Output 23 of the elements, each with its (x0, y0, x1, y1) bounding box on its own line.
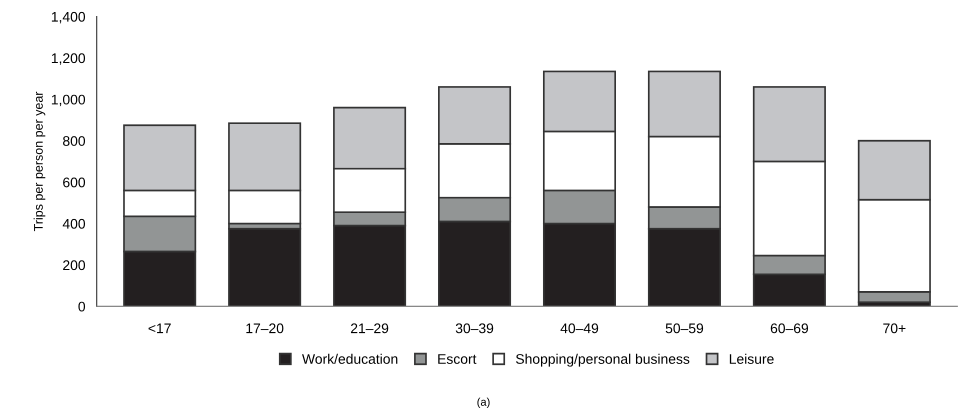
x-tick-label: 17–20 (246, 323, 284, 334)
y-tick-label: 800 (63, 136, 86, 146)
y-tick-label: 1,000 (52, 94, 86, 106)
x-tick-label: 40–49 (560, 323, 598, 334)
y-tick-label: 1,200 (52, 53, 86, 65)
y-tick-label: 200 (63, 260, 86, 270)
x-tick-label: <17 (148, 324, 171, 334)
x-tick-label: 60–69 (770, 323, 808, 334)
x-tick-label: 30–39 (456, 323, 494, 334)
y-tick-label: 1,400 (52, 12, 86, 24)
legend-label: Shopping/personal business (516, 354, 690, 367)
x-tick-label: 50–59 (666, 323, 704, 334)
x-tick-label: 70+ (883, 323, 906, 334)
y-axis-title: Trips per person per year (34, 92, 46, 232)
y-tick-label: 400 (62, 218, 86, 229)
legend-label: Leisure (730, 354, 774, 364)
x-tick-label: 21–29 (350, 323, 388, 334)
text: (a) (477, 398, 490, 408)
legend-label: Escort (438, 354, 476, 364)
legend-label: Work/education (302, 354, 398, 364)
y-tick-label: 0 (78, 302, 86, 312)
bar (228, 228, 302, 306)
y-tick-label: 600 (63, 177, 86, 188)
